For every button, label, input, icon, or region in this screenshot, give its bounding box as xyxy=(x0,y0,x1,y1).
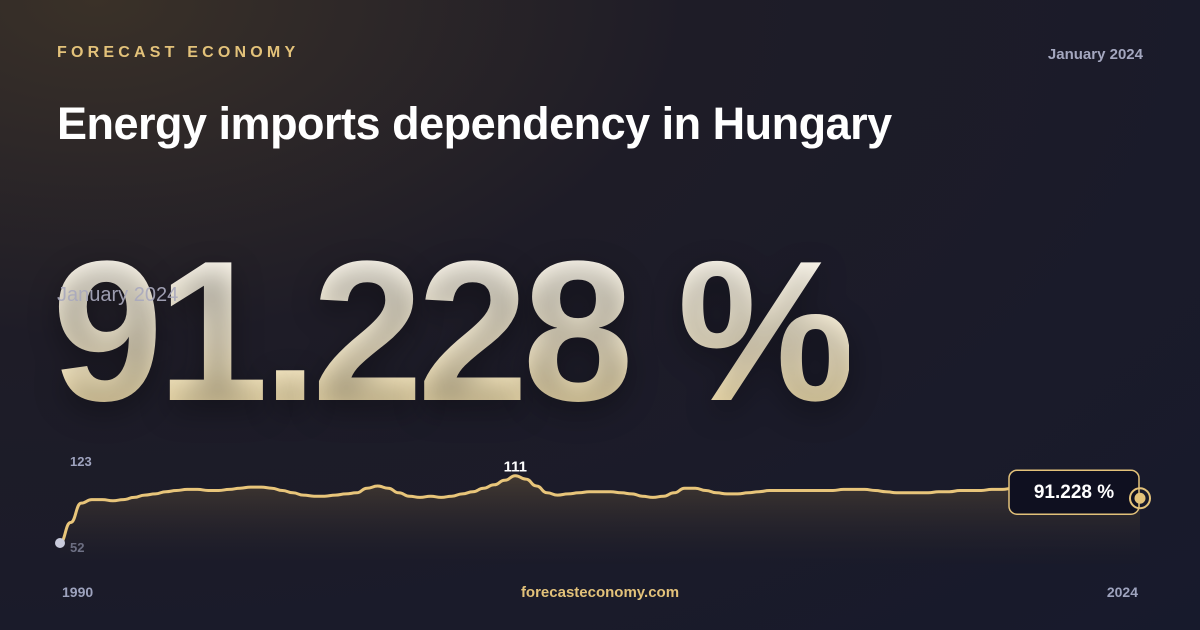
site-url[interactable]: forecasteconomy.com xyxy=(520,584,680,601)
brand-name: FORECAST ECONOMY xyxy=(57,44,300,61)
last-value-label: 91.228 % xyxy=(1034,482,1114,503)
headline-value: 91.228 % xyxy=(52,220,855,443)
x-start-label: 1990 xyxy=(62,584,94,600)
peak-value-label: 111 xyxy=(504,459,527,476)
page-title: Energy imports dependency in Hungary xyxy=(57,98,892,149)
headline-date: January 2024 xyxy=(57,284,179,306)
series-area xyxy=(60,475,1140,564)
last-value-dot xyxy=(1134,492,1146,504)
start-point xyxy=(55,538,65,548)
last-value-box xyxy=(1008,469,1140,515)
x-end-label: 2024 xyxy=(1106,584,1138,600)
last-value-marker: 91.228 % xyxy=(1008,469,1151,515)
report-date: January 2024 xyxy=(1047,46,1143,63)
series-line xyxy=(58,474,1142,545)
y-max-label: 123 xyxy=(70,454,92,469)
last-value-ring xyxy=(1129,487,1151,510)
